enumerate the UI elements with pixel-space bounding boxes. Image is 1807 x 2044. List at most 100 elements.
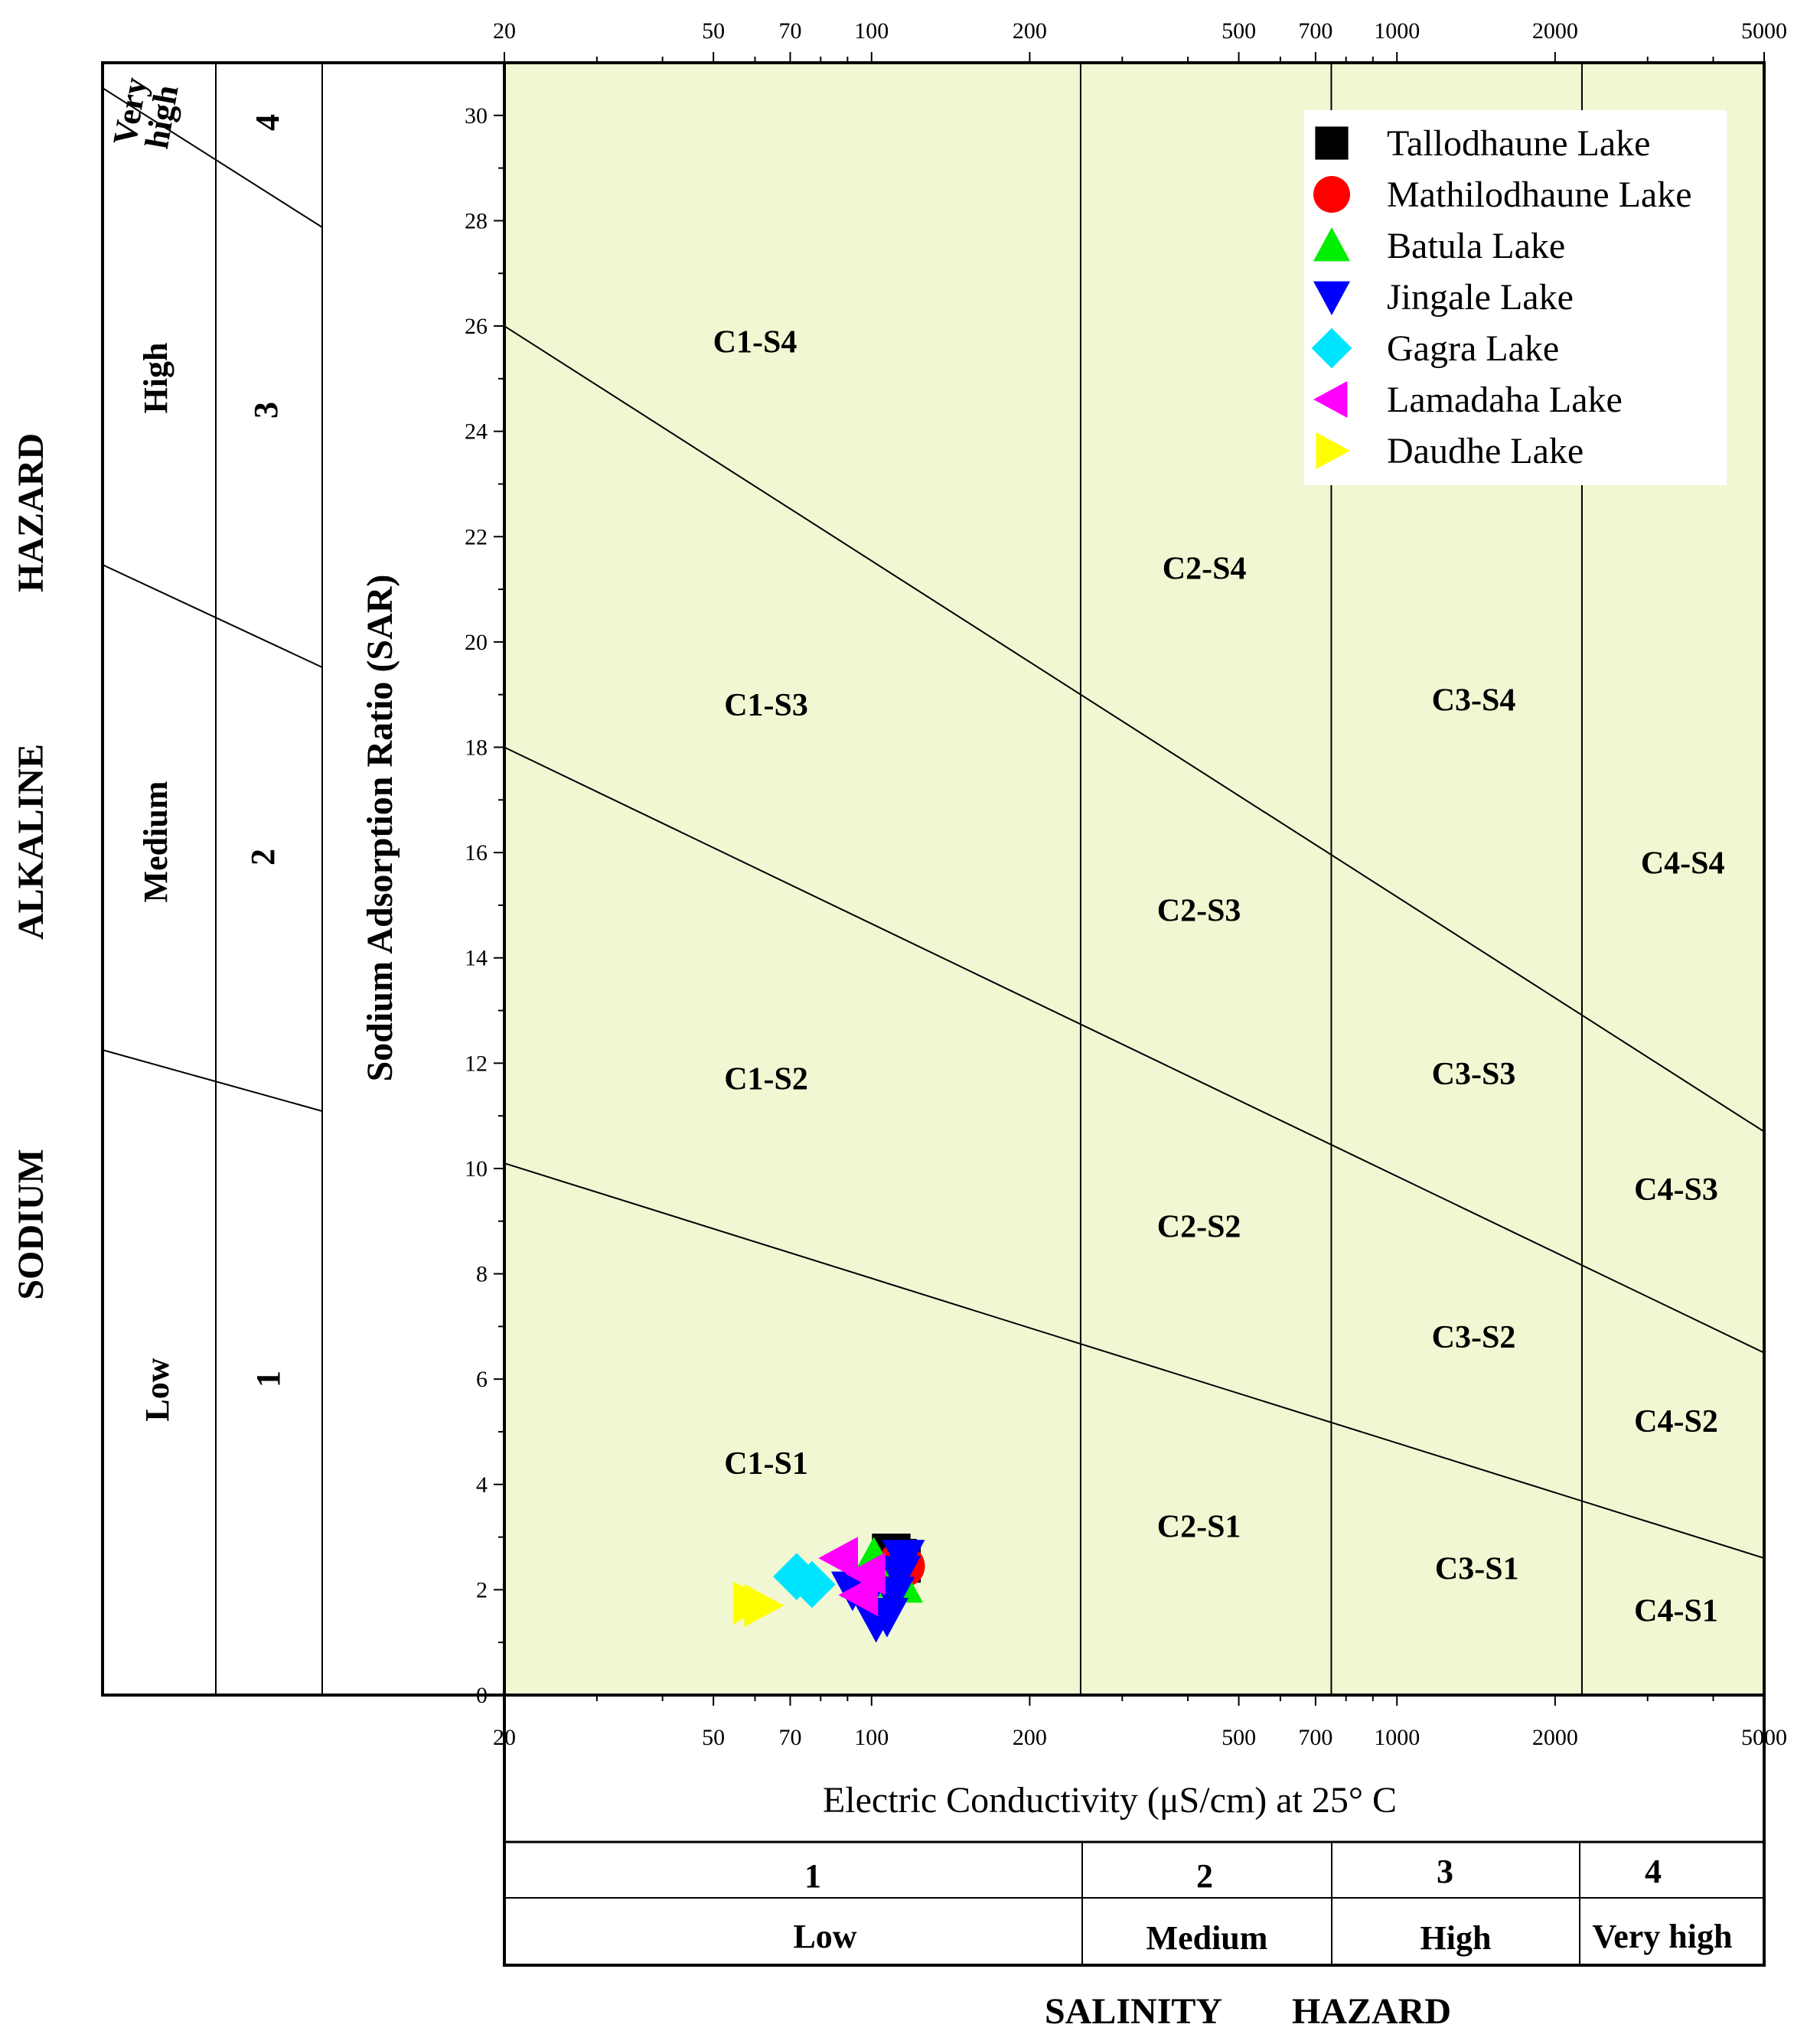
- x-tick-label-bottom: 700: [1298, 1725, 1332, 1750]
- salinity-class-label: Low: [793, 1918, 856, 1955]
- salinity-class-label: Very high: [1593, 1918, 1733, 1955]
- x-tick-label-bottom: 500: [1222, 1725, 1256, 1750]
- x-tick-label-bottom: 1000: [1374, 1725, 1420, 1750]
- sar-boundary-line: [504, 1162, 1765, 1560]
- sodium-class-label: Low: [139, 1358, 176, 1421]
- sodium-class-number: 2: [244, 849, 282, 866]
- sar-boundary-line: [504, 746, 1765, 1354]
- salinity-hazard-title: SALINITY HAZARD: [1045, 1991, 1451, 2032]
- legend-label: Jingale Lake: [1387, 277, 1574, 318]
- y-tick-label: 30: [465, 103, 488, 129]
- zone-label: C1-S4: [713, 324, 797, 360]
- y-tick-label: 10: [465, 1156, 488, 1182]
- legend-label: Batula Lake: [1387, 226, 1565, 266]
- sodium-class-number: 1: [250, 1371, 287, 1387]
- sodium-class-number: 4: [249, 114, 286, 131]
- data-point: [744, 1584, 784, 1628]
- x-tick-label-top: 70: [778, 18, 801, 44]
- x-tick-label-bottom: 200: [1013, 1725, 1047, 1750]
- data-point: [788, 1560, 836, 1609]
- sar-boundary-line: [504, 325, 1765, 1133]
- zone-label: C3-S3: [1432, 1057, 1516, 1092]
- legend-label: Lamadaha Lake: [1387, 380, 1623, 420]
- zone-label: C3-S1: [1435, 1552, 1519, 1587]
- sodium-hazard-title-word: HAZARD: [11, 433, 51, 592]
- y-tick-label: 28: [465, 208, 488, 233]
- x-tick-label-top: 500: [1222, 18, 1256, 44]
- sodium-hazard-title-word: ALKALINE: [11, 744, 51, 940]
- legend-marker: [1313, 381, 1348, 418]
- zone-label: C1-S1: [724, 1446, 808, 1482]
- x-tick-label-top: 20: [493, 18, 516, 44]
- y-tick-label: 4: [476, 1472, 488, 1498]
- y-tick-label: 16: [465, 840, 488, 866]
- x-tick-label-top: 5000: [1741, 18, 1787, 44]
- x-tick-label-top: 700: [1298, 18, 1332, 44]
- zone-label: C2-S3: [1157, 894, 1241, 929]
- legend-label: Gagra Lake: [1387, 328, 1559, 369]
- sodium-hazard-title: SODIUM ALKALINE HAZARD: [11, 433, 51, 1300]
- x-tick-label-bottom: 2000: [1532, 1725, 1578, 1750]
- data-points: [732, 1534, 925, 1643]
- legend-marker: [1313, 227, 1350, 262]
- salinity-hazard-title-word: SALINITY: [1045, 1991, 1222, 2032]
- x-axis-top: 20 50 70 100 200 500 700 1000 2000 5000: [493, 18, 1787, 63]
- y-tick-label: 26: [465, 314, 488, 339]
- salinity-hazard-title-word: HAZARD: [1292, 1991, 1451, 2032]
- x-tick-label-bottom: 50: [702, 1725, 725, 1750]
- sodium-hazard-panel: Low 1 Medium 2 High 3 Veryhigh 4: [101, 61, 506, 1697]
- sodium-class-label: Medium: [137, 781, 175, 903]
- zone-label: C2-S1: [1157, 1510, 1241, 1545]
- legend-marker: [1316, 432, 1350, 469]
- data-point: [818, 1537, 859, 1580]
- zone-label: C3-S2: [1432, 1320, 1516, 1355]
- y-tick-label: 24: [465, 419, 488, 445]
- legend-marker: [1315, 126, 1349, 160]
- y-tick-label: 6: [476, 1367, 488, 1392]
- zone-label: C2-S2: [1157, 1209, 1241, 1244]
- salinity-class-number: 4: [1645, 1853, 1662, 1890]
- x-axis-bottom: 20 50 70 100 200 500 700 1000 2000 5000: [493, 1695, 1787, 1750]
- salinity-hazard-panel: Electric Conductivity (μS/cm) at 25° C 1…: [503, 1694, 1766, 1967]
- zone-label: C1-S3: [724, 688, 808, 723]
- sodium-hazard-title-word: SODIUM: [11, 1149, 51, 1299]
- x-tick-label-top: 2000: [1532, 18, 1578, 44]
- x-tick-label-bottom: 100: [854, 1725, 889, 1750]
- zone-label: C4-S1: [1634, 1594, 1718, 1629]
- legend-marker: [1311, 328, 1352, 369]
- y-tick-label: 2: [476, 1577, 488, 1602]
- x-tick-label-top: 50: [702, 18, 725, 44]
- salinity-class-label: High: [1420, 1919, 1492, 1957]
- legend-label: Daudhe Lake: [1387, 431, 1584, 471]
- sodium-class-label: Veryhigh: [106, 74, 186, 153]
- zone-label: C4-S3: [1634, 1172, 1718, 1208]
- y-tick-label: 12: [465, 1051, 488, 1076]
- sodium-class-label: High: [137, 343, 175, 414]
- x-tick-label-top: 200: [1013, 18, 1047, 44]
- y-tick-label: 20: [465, 630, 488, 655]
- x-tick-label-top: 100: [854, 18, 889, 44]
- salinity-class-number: 2: [1196, 1857, 1213, 1895]
- zone-label: C3-S4: [1432, 683, 1516, 718]
- sodium-class-number: 3: [247, 402, 285, 419]
- y-tick-label: 18: [465, 735, 488, 760]
- salinity-class-number: 3: [1437, 1853, 1453, 1890]
- x-tick-label-bottom: 70: [778, 1725, 801, 1750]
- y-tick-label: 22: [465, 524, 488, 549]
- zone-label: C4-S4: [1641, 846, 1725, 882]
- data-point: [838, 1573, 879, 1617]
- x-axis-title: Electric Conductivity (μS/cm) at 25° C: [823, 1780, 1397, 1821]
- legend-marker: [1313, 176, 1350, 213]
- zone-label: C4-S2: [1634, 1404, 1718, 1439]
- legend-marker: [1313, 281, 1350, 315]
- y-axis-title: Sodium Adsorption Ratio (SAR): [360, 575, 400, 1082]
- data-point: [882, 1540, 925, 1580]
- zone-label: C1-S2: [724, 1062, 808, 1097]
- y-tick-label: 14: [465, 946, 488, 971]
- legend-label: Mathilodhaune Lake: [1387, 174, 1692, 215]
- zone-labels: C1-S4 C1-S3 C1-S2 C1-S1 C2-S4 C2-S3 C2-S2 C2-S1…: [713, 324, 1725, 1628]
- y-tick-label: 8: [476, 1262, 488, 1287]
- x-tick-label-top: 1000: [1374, 18, 1420, 44]
